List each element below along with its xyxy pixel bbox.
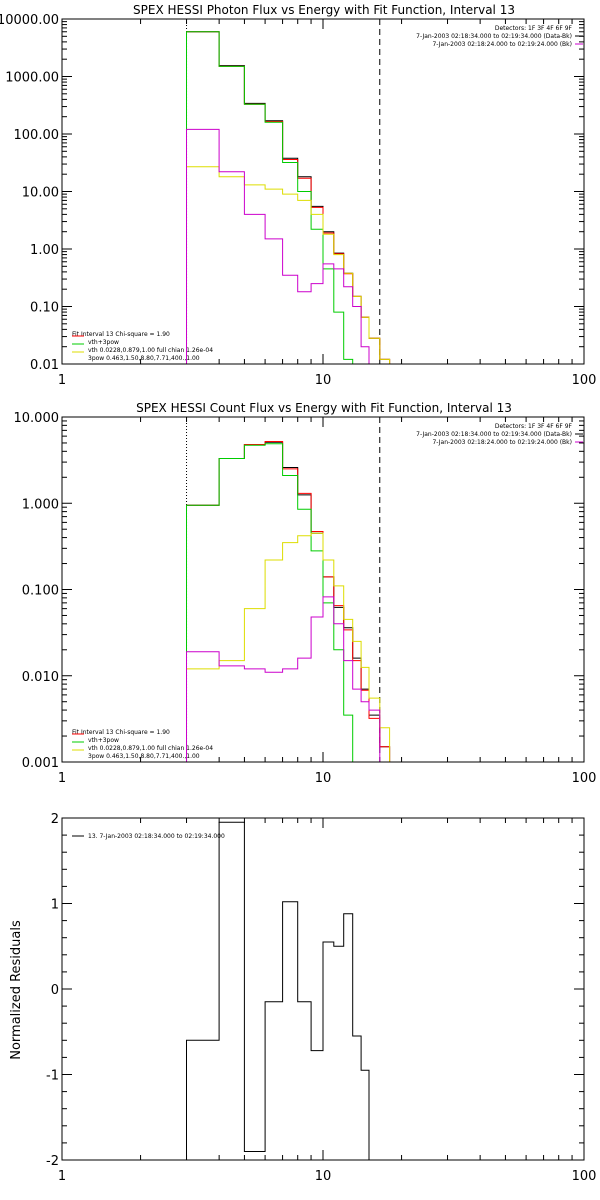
series-background-line <box>186 128 380 364</box>
info-block: Detectors: 1F 3F 4F 6F 9F 7-Jan-2003 02:… <box>416 423 572 446</box>
x-tick-label: 100 <box>572 373 597 388</box>
series-background-line <box>186 596 381 762</box>
y-tick-label: 2 <box>51 812 59 827</box>
legend-title: Fit Interval 13 Chi-square = 1.90 <box>72 331 170 338</box>
legend: Fit Interval 13 Chi-square = 1.90 vth+3p… <box>72 331 213 362</box>
legend-entry-total: vth+3pow <box>88 339 119 346</box>
legend-entry-powerlaw: 3pow 0.463,1.50,8.80,7.71,400.,1.00 <box>88 753 200 760</box>
y-tick-label: 0 <box>51 983 59 998</box>
axis-ticks <box>61 18 584 365</box>
y-tick-label: -2 <box>46 1154 59 1169</box>
data-layer <box>186 417 402 762</box>
count-flux-panel: SPEX HESSI Count Flux vs Energy with Fit… <box>14 401 597 786</box>
y-tick-label: 0.001 <box>22 756 59 771</box>
legend-entry-thermal: vth 0.0228,0.879,1.00 full chian 1.26e-0… <box>88 347 213 354</box>
y-tick-label: 100.00 <box>14 128 60 143</box>
x-tick-label: 100 <box>572 771 597 786</box>
x-tick-label: 1 <box>58 373 66 388</box>
info-line-data: 7-Jan-2003 02:18:34.000 to 02:19:34.000 … <box>416 431 572 438</box>
y-tick-label: 0.010 <box>22 670 59 685</box>
info-line-data: 7-Jan-2003 02:18:34.000 to 02:19:34.000 … <box>416 33 572 40</box>
y-tick-label: 10000.00 <box>0 13 59 28</box>
x-tick-label: 10 <box>315 771 332 786</box>
legend-entry-thermal: vth 0.0228,0.879,1.00 full chian 1.26e-0… <box>88 745 213 752</box>
y-tick-label: 1 <box>51 898 59 913</box>
y-tick-label: -1 <box>46 1069 59 1084</box>
x-tick-label: 1 <box>58 771 66 786</box>
y-tick-label: 0.01 <box>30 358 59 373</box>
legend-entry-interval: 13. 7-Jan-2003 02:18:34.000 to 02:19:34.… <box>88 833 225 840</box>
info-line-detectors: Detectors: 1F 3F 4F 6F 9F <box>495 25 573 32</box>
plot-frame <box>61 817 585 1161</box>
info-line-background: 7-Jan-2003 02:18:24.000 to 02:19:24.000 … <box>432 439 572 446</box>
x-tick-label: 10 <box>315 1169 332 1184</box>
x-tick-label: 10 <box>315 373 332 388</box>
data-layer <box>186 19 402 364</box>
plot-frame <box>61 18 585 365</box>
legend-entry-powerlaw: 3pow 0.463,1.50,8.80,7.71,400.,1.00 <box>88 355 200 362</box>
y-tick-label: 0.10 <box>30 301 59 316</box>
y-tick-label: 0.100 <box>22 584 59 599</box>
y-axis-label: Normalized Residuals <box>9 920 24 1060</box>
series-3pow-line <box>186 532 402 762</box>
y-tick-label: 10.000 <box>14 411 60 426</box>
chart-title: SPEX HESSI Photon Flux vs Energy with Fi… <box>133 3 515 17</box>
x-tick-label: 100 <box>572 1169 597 1184</box>
y-tick-label: 1.000 <box>22 497 59 512</box>
plot-frame <box>61 416 585 763</box>
photon-flux-panel: SPEX HESSI Photon Flux vs Energy with Fi… <box>0 3 596 388</box>
info-line-background: 7-Jan-2003 02:18:24.000 to 02:19:24.000 … <box>432 41 572 48</box>
legend-title: Fit Interval 13 Chi-square = 1.90 <box>72 729 170 736</box>
x-tick-label: 1 <box>58 1169 66 1184</box>
y-tick-label: 1.00 <box>30 243 59 258</box>
series-vth-line <box>186 443 369 762</box>
info-block: Detectors: 1F 3F 4F 6F 9F 7-Jan-2003 02:… <box>416 25 572 48</box>
legend: 13. 7-Jan-2003 02:18:34.000 to 02:19:34.… <box>72 833 225 840</box>
residuals-panel: Normalized Residuals 13. 7-Jan-2003 02:1… <box>9 812 596 1184</box>
legend: Fit Interval 13 Chi-square = 1.90 vth+3p… <box>72 729 213 760</box>
legend-entry-total: vth+3pow <box>88 737 119 744</box>
series-vth-line <box>186 31 362 364</box>
y-tick-label: 10.00 <box>22 186 59 201</box>
y-tick-label: 1000.00 <box>5 71 59 86</box>
chart-title: SPEX HESSI Count Flux vs Energy with Fit… <box>136 401 512 415</box>
series-residuals-line <box>186 821 370 1160</box>
data-layer <box>186 821 370 1160</box>
info-line-detectors: Detectors: 1F 3F 4F 6F 9F <box>495 423 573 430</box>
